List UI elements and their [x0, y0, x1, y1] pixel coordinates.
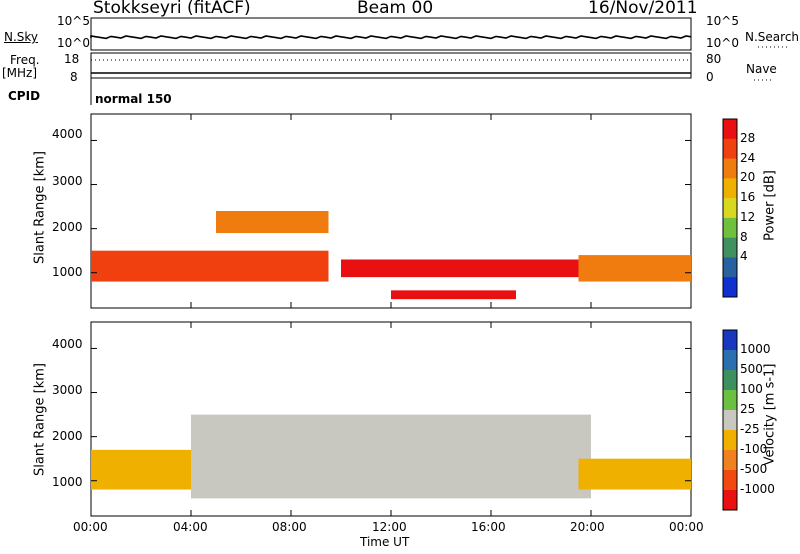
freq-tick-top: 18 — [64, 52, 80, 66]
nsky-panel-frame — [90, 17, 692, 51]
power-colorbar-tick-0: 28 — [740, 130, 756, 145]
nsky-tick-top: 10^5 — [57, 14, 90, 28]
freq-label: Freq. — [10, 53, 40, 67]
velocity-colorbar-frame — [722, 329, 738, 511]
power-colorbar-swatch-4 — [723, 198, 737, 219]
beam-title: Beam 00 — [357, 0, 434, 18]
power-colorbar-swatch-1 — [723, 138, 737, 160]
velocity-colorbar-tick-0: 1000 — [740, 342, 771, 356]
velocity-band-2 — [578, 458, 691, 490]
xtick-4: 16:00 — [471, 520, 506, 534]
xtick-0: 00:00 — [73, 520, 108, 534]
xtick-1: 04:00 — [173, 520, 208, 534]
power-colorbar-swatch-2 — [723, 158, 737, 179]
nave-label: Nave — [746, 62, 777, 76]
power-band-4 — [578, 255, 691, 282]
xlabel: Time UT — [360, 535, 410, 549]
power-colorbar-swatch-3 — [723, 178, 737, 199]
velocity-colorbar-swatch-0 — [723, 330, 737, 351]
power-ytick-1000: 1000 — [52, 265, 83, 279]
power-band-3 — [391, 290, 516, 300]
velocity-band-1 — [191, 414, 591, 499]
nsearch-tick-bottom: 10^0 — [706, 36, 739, 50]
power-ytick-2000: 2000 — [52, 220, 83, 234]
velocity-colorbar-swatch-1 — [723, 350, 737, 371]
velocity-ytick-1000: 1000 — [52, 475, 83, 489]
velocity-colorbar-swatch-6 — [723, 450, 737, 471]
velocity-colorbar-swatch-5 — [723, 430, 737, 451]
nave-tick-bottom: 0 — [706, 70, 714, 84]
freq-tick-bottom: 8 — [70, 70, 78, 84]
velocity-colorbar-swatch-4 — [723, 410, 737, 431]
velocity-ytick-2000: 2000 — [52, 429, 83, 443]
power-colorbar-tick-3: 16 — [740, 190, 756, 205]
power-band-2 — [341, 259, 579, 278]
velocity-colorbar-tick-3: 25 — [740, 402, 756, 416]
power-band-0 — [91, 250, 329, 282]
station-title: Stokkseyri (fitACF) — [93, 0, 251, 18]
velocity-ytick-4000: 4000 — [52, 337, 83, 351]
power-colorbar-swatch-5 — [723, 217, 737, 239]
xtick-5: 20:00 — [570, 520, 605, 534]
power-colorbar-tick-1: 24 — [740, 150, 756, 165]
date-title: 16/Nov/2011 — [588, 0, 698, 18]
velocity-colorbar-swatch-8 — [723, 490, 737, 511]
power-colorbar-tick-6: 4 — [740, 249, 748, 264]
velocity-colorbar-tick-7: -1000 — [740, 482, 775, 496]
nsky-trace — [90, 35, 692, 40]
velocity-colorbar-tick-4: -25 — [740, 422, 760, 436]
power-colorbar-tick-5: 8 — [740, 229, 748, 244]
xtick-6: 00:00 — [669, 520, 704, 534]
power-band-1 — [216, 211, 329, 234]
nsearch-tick-top: 10^5 — [706, 14, 739, 28]
power-colorbar-frame — [722, 118, 738, 298]
power-colorbar-swatch-0 — [723, 119, 737, 140]
nsky-tick-bottom: 10^0 — [57, 36, 90, 50]
velocity-colorbar-swatch-3 — [723, 390, 737, 411]
nsky-label: N.Sky — [4, 30, 39, 44]
power-ytick-4000: 4000 — [52, 127, 83, 141]
nsearch-label: N.Search — [745, 30, 800, 44]
velocity-colorbar-swatch-2 — [723, 370, 737, 391]
velocity-ytick-3000: 3000 — [52, 383, 83, 397]
power-colorbar-tick-4: 12 — [740, 209, 756, 224]
velocity-colorbar-tick-2: 100 — [740, 382, 763, 396]
nave-tick-top: 80 — [706, 52, 722, 66]
velocity-colorbar-tick-5: -100 — [740, 442, 768, 456]
velocity-colorbar-swatch-7 — [723, 470, 737, 491]
freq-unit: [MHz] — [2, 66, 38, 80]
power-colorbar-swatch-7 — [723, 257, 737, 278]
cpid-value: normal 150 — [95, 92, 172, 106]
xtick-3: 12:00 — [372, 520, 407, 534]
velocity-colorbar-tick-6: -500 — [740, 462, 768, 476]
velocity-colorbar-tick-1: 500 — [740, 362, 763, 376]
freq-panel-frame — [90, 52, 692, 79]
cpid-label: CPID — [8, 89, 41, 103]
power-colorbar-swatch-8 — [723, 277, 737, 298]
power-colorbar-tick-2: 20 — [740, 170, 756, 185]
power-colorbar-swatch-6 — [723, 237, 737, 258]
xtick-2: 08:00 — [272, 520, 307, 534]
power-ytick-3000: 3000 — [52, 174, 83, 188]
